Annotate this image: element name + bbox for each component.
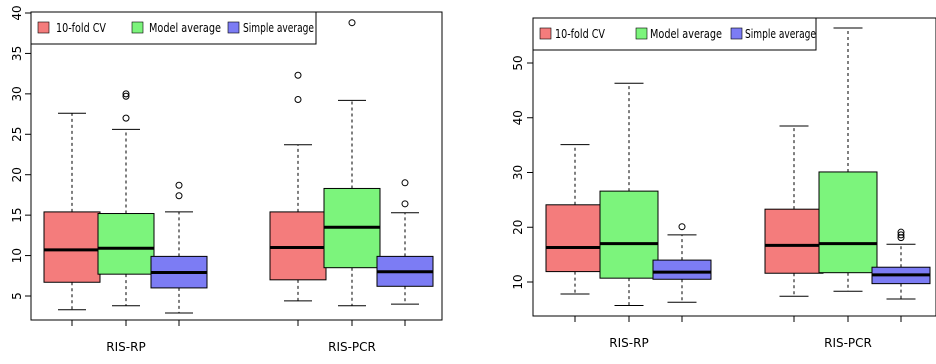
box: [818, 27, 878, 292]
outlier-point: [294, 96, 302, 104]
legend-label: Model average: [149, 21, 221, 35]
y-tick-label: 10: [511, 274, 525, 289]
legend-swatch: [37, 21, 50, 34]
y-tick-label: 5: [10, 292, 24, 300]
chart-panel-1: 5 10 15 20 25 30 35 40 RIS-RP RIS-PCR 10-fold CV Mo…: [10, 5, 443, 354]
y-axis: 5 10 15 20 25 30 35 40: [10, 5, 31, 300]
series-10-fold-cv: [43, 71, 327, 311]
outlier-point: [348, 19, 356, 27]
y-axis: 10 20 30 40 50: [511, 55, 533, 290]
outlier-point: [401, 200, 409, 208]
legend-swatch: [131, 21, 144, 34]
box: [545, 144, 605, 295]
outlier-point: [897, 228, 905, 236]
legend-swatch: [227, 21, 240, 34]
series-model-average: [599, 27, 878, 307]
outlier-point: [175, 181, 183, 189]
y-tick-label: 40: [511, 110, 525, 125]
box: [764, 125, 824, 297]
outlier-point: [678, 223, 686, 231]
box: [269, 71, 327, 302]
x-category-label: RIS-PCR: [824, 336, 872, 350]
outlier-point: [897, 231, 905, 239]
legend-swatch: [635, 27, 648, 40]
legend-label: Simple average: [243, 21, 314, 35]
outlier-point: [122, 90, 130, 98]
box: [599, 82, 659, 307]
box-body: [764, 208, 824, 274]
box-body: [97, 213, 155, 275]
y-tick-label: 10: [10, 248, 24, 263]
x-axis: RIS-RP RIS-PCR: [71, 320, 406, 354]
legend-box: [30, 11, 317, 45]
series-simple-average: [652, 223, 931, 303]
legend-label: Simple average: [745, 27, 816, 41]
box: [652, 223, 712, 303]
box-body: [652, 259, 712, 280]
series-10-fold-cv: [545, 125, 824, 297]
y-tick-label: 15: [10, 208, 24, 223]
legend-swatch: [730, 27, 743, 40]
x-category-label: RIS-RP: [106, 340, 145, 354]
y-tick-label: 30: [10, 86, 24, 101]
y-tick-label: 40: [10, 5, 24, 20]
legend: 10-fold CV Model average Simple average: [532, 17, 817, 51]
x-category-label: RIS-RP: [609, 336, 648, 350]
box: [871, 228, 931, 300]
outlier-point: [897, 234, 905, 242]
outlier-point: [122, 114, 130, 122]
box: [43, 112, 101, 311]
legend-label: 10-fold CV: [555, 27, 606, 41]
box: [97, 90, 155, 307]
y-tick-label: 30: [511, 165, 525, 180]
box: [376, 179, 434, 305]
series-model-average: [97, 19, 381, 307]
box-body: [545, 204, 605, 273]
box-body: [599, 190, 659, 279]
box-body: [269, 211, 327, 281]
outlier-point: [122, 92, 130, 100]
legend-label: Model average: [650, 27, 722, 41]
legend: 10-fold CV Model average Simple average: [30, 11, 317, 45]
outlier-point: [294, 71, 302, 79]
y-tick-label: 50: [511, 55, 525, 70]
x-category-label: RIS-PCR: [328, 340, 376, 354]
box-body: [818, 171, 878, 274]
box: [150, 181, 208, 314]
series-simple-average: [150, 179, 434, 314]
outlier-point: [175, 192, 183, 200]
box: [323, 19, 381, 307]
x-axis: RIS-RP RIS-PCR: [574, 316, 902, 350]
chart-panel-2: 10 20 30 40 50 RIS-RP RIS-PCR 10-fold CV Model a…: [511, 17, 936, 350]
y-tick-label: 25: [10, 127, 24, 142]
legend-label: 10-fold CV: [56, 21, 107, 35]
y-tick-label: 20: [511, 220, 525, 235]
legend-swatch: [539, 27, 552, 40]
outlier-point: [401, 179, 409, 187]
box-body: [43, 211, 101, 283]
legend-box: [532, 17, 817, 51]
y-tick-label: 35: [10, 46, 24, 61]
y-tick-label: 20: [10, 167, 24, 182]
